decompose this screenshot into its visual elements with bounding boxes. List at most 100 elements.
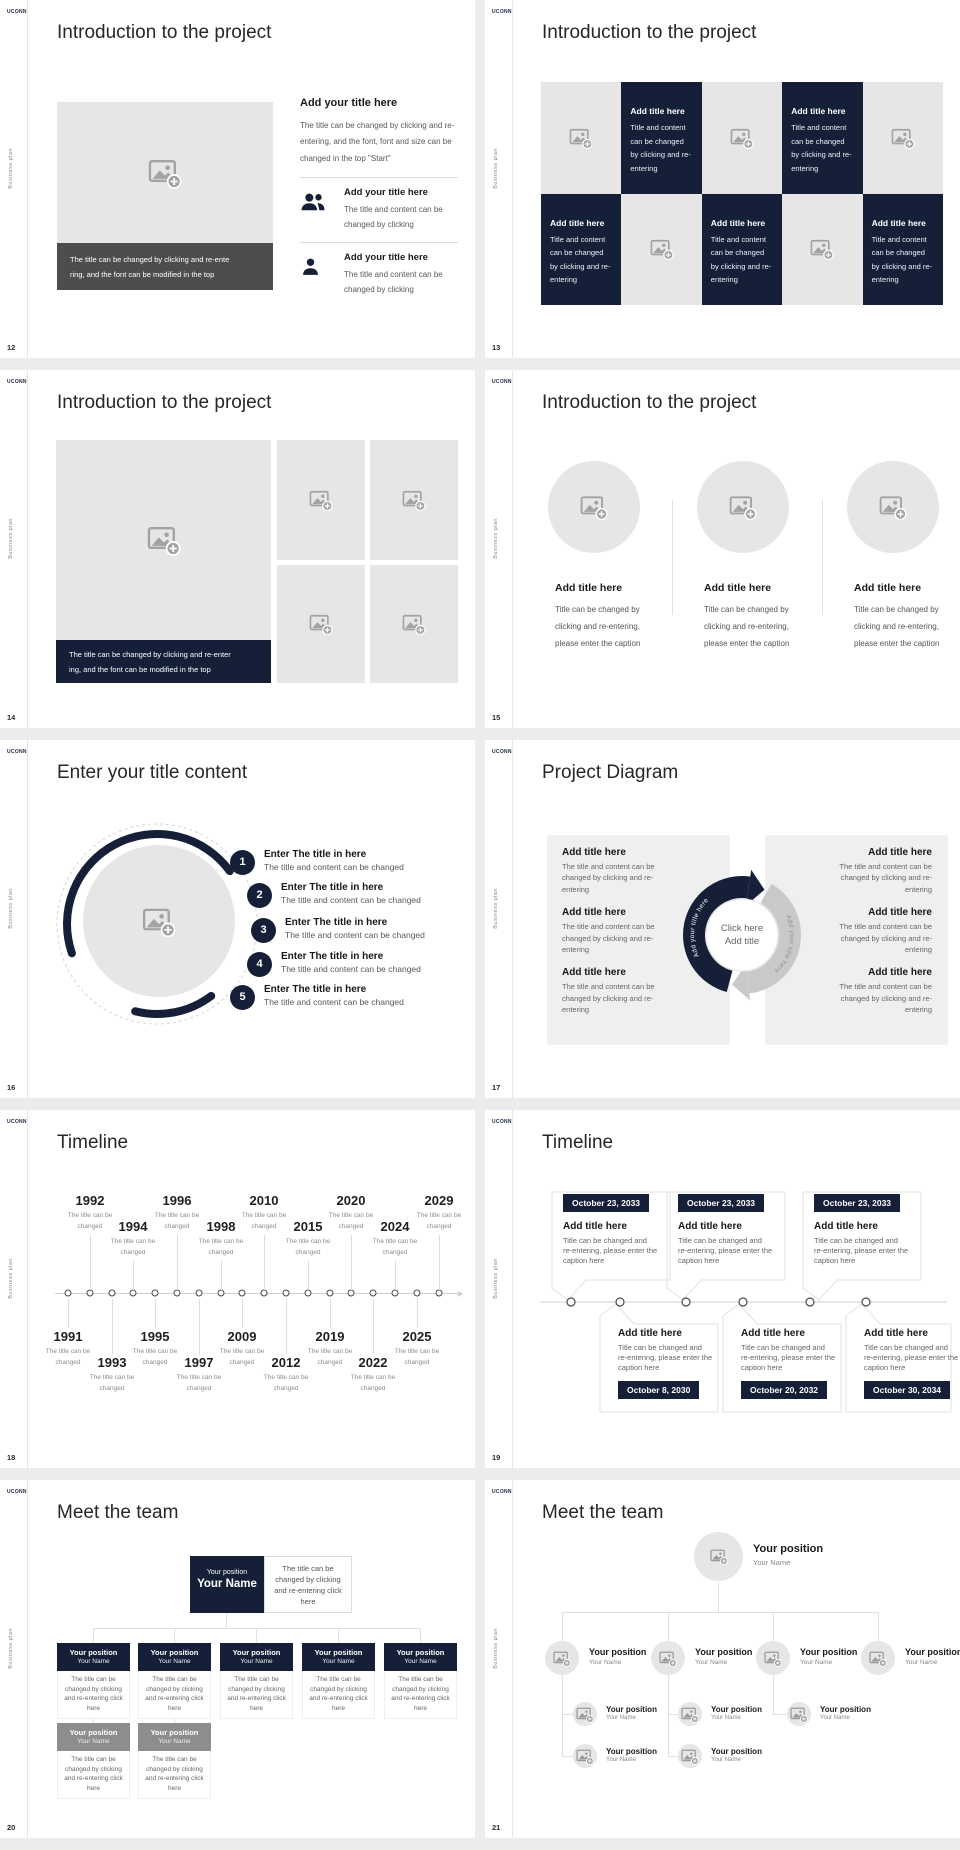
step-title: Enter The title in here	[264, 984, 367, 995]
avatar-placeholder	[545, 1641, 579, 1675]
image-placeholder-icon	[309, 489, 333, 511]
image-caption: The title can be changed by clicking and…	[57, 243, 273, 290]
sidebar-vertical-label: Business plan	[8, 148, 14, 189]
slide-21[interactable]: UCONN Business plan 21 Meet the team You…	[485, 1480, 960, 1838]
event-year: 2022	[358, 1355, 388, 1370]
slide-13[interactable]: UCONN Business plan 13 Introduction to t…	[485, 0, 960, 358]
slide-20[interactable]: UCONN Business plan 20 Meet the team You…	[0, 1480, 475, 1838]
intro-column: Add title here Title can be changed by c…	[847, 461, 957, 652]
org-member-box: Your position Your Name The title can be…	[57, 1723, 130, 1800]
sidebar-vertical-label: Business plan	[8, 1258, 14, 1299]
image-placeholder-icon	[402, 613, 426, 635]
team-labels: Your position Your Name	[695, 1647, 752, 1666]
avatar-placeholder	[756, 1641, 790, 1675]
slide-title: Project Diagram	[542, 762, 679, 783]
timeline-card-bottom: Add title here Title can be changed and …	[723, 1328, 843, 1399]
image-placeholder	[847, 461, 939, 553]
block-title: Add title here	[868, 847, 932, 858]
brand-logo: UCONN	[492, 379, 512, 385]
feature-title: Add your title here	[344, 252, 428, 263]
org-member-box: Your position Your Name The title can be…	[220, 1643, 293, 1720]
card-title: Add title here	[864, 1328, 928, 1339]
slide-number: 12	[7, 343, 16, 352]
slide-number: 18	[7, 1453, 16, 1462]
team-node: Your position Your Name	[787, 1702, 871, 1726]
connector-line	[668, 1756, 678, 1757]
timeline-tick	[151, 1289, 159, 1297]
slide-18[interactable]: UCONN Business plan 18 Timeline 1992 The…	[0, 1110, 475, 1468]
intro-column: Add title here Title can be changed by c…	[697, 461, 807, 652]
root-name: Your Name	[197, 1578, 257, 1590]
timeline-tick	[217, 1289, 225, 1297]
avatar-placeholder	[678, 1702, 702, 1726]
image-placeholder-icon	[764, 1650, 782, 1667]
grid-cell: Add title here Title and content can be …	[782, 82, 863, 194]
slide-12[interactable]: UCONN Business plan 12 Introduction to t…	[0, 0, 475, 358]
event-year: 2019	[315, 1329, 345, 1344]
timeline-event: 2015 The title can be changed	[282, 1220, 334, 1290]
event-year: 1997	[184, 1355, 214, 1370]
card-body: Title can be changed and re-entering, pl…	[864, 1343, 959, 1373]
image-placeholder-icon	[710, 1548, 728, 1565]
member-name: Your Name	[158, 1738, 191, 1745]
grid-cell	[701, 82, 783, 194]
member-position: Your position	[396, 1648, 445, 1657]
diagram-block: Add title here The title and content can…	[827, 847, 932, 895]
cell-title: Add title here	[550, 217, 605, 228]
slide-19[interactable]: UCONN Business plan 19 Timeline October …	[485, 1110, 960, 1468]
timeline-tick	[435, 1289, 443, 1297]
connector-line	[256, 1628, 257, 1643]
caption-line: The title can be changed by clicking and…	[69, 650, 231, 659]
timeline-card-bottom: Add title here Title can be changed and …	[600, 1328, 720, 1399]
timeline-event: 1998 The title can be changed	[195, 1220, 247, 1290]
timeline-event: 2022 The title can be changed	[347, 1299, 399, 1394]
block-title: Add title here	[562, 847, 626, 858]
org-member-box: Your position Your Name The title can be…	[138, 1723, 211, 1800]
event-caption: The title can be changed	[154, 1212, 200, 1230]
event-caption: The title can be changed	[45, 1348, 91, 1366]
intro-column: Add title here Title can be changed by c…	[548, 461, 658, 652]
timeline-tick	[238, 1289, 246, 1297]
team-position: Your position	[820, 1705, 871, 1714]
people-icon	[300, 191, 326, 213]
slide-16[interactable]: UCONN Business plan 16 Enter your title …	[0, 740, 475, 1098]
caption-line: The title can be changed by clicking and…	[70, 255, 230, 264]
brand-logo: UCONN	[7, 379, 27, 385]
slide-number: 15	[492, 713, 501, 722]
event-year: 1996	[162, 1193, 192, 1208]
slide-15[interactable]: UCONN Business plan 15 Introduction to t…	[485, 370, 960, 728]
card-body: Title can be changed and re-entering, pl…	[741, 1343, 836, 1373]
grid-cell: Add title here Title and content can be …	[862, 193, 943, 305]
block-title: Add title here	[562, 967, 626, 979]
block-title: Add title here	[868, 907, 932, 919]
team-position: Your position	[589, 1647, 647, 1657]
slide-17[interactable]: UCONN Business plan 17 Project Diagram A…	[485, 740, 960, 1098]
sidebar-vertical-label: Business plan	[8, 888, 14, 929]
diagram-block: Add title here The title and content can…	[562, 847, 667, 895]
team-name: Your Name	[606, 1757, 636, 1763]
timeline-event: 1992 The title can be changed	[64, 1194, 116, 1290]
slide-title: Enter your title content	[57, 762, 248, 783]
timeline-tick	[195, 1289, 203, 1297]
caption-line: ring, and the font can be modified in th…	[70, 270, 215, 279]
timeline-card-bottom: Add title here Title can be changed and …	[846, 1328, 960, 1399]
sidebar-divider	[27, 1110, 28, 1468]
team-node: Your position Your Name	[861, 1641, 960, 1675]
event-year: 2020	[336, 1193, 366, 1208]
slide-14[interactable]: UCONN Business plan 14 Introduction to t…	[0, 370, 475, 728]
block-body: The title and content can be changed by …	[562, 862, 655, 894]
timeline-event: 2019 The title can be changed	[304, 1299, 356, 1368]
center-line-2: Add title	[724, 936, 760, 947]
event-year: 2009	[227, 1329, 257, 1344]
grid-cell	[621, 193, 702, 305]
slide-number: 20	[7, 1823, 16, 1832]
brand-logo: UCONN	[7, 9, 27, 15]
cell-body: Title and content can be changed by clic…	[710, 234, 772, 285]
member-name: Your Name	[322, 1658, 355, 1665]
slide-title: Introduction to the project	[542, 392, 757, 413]
step-number-badge: 3	[251, 918, 276, 943]
timeline-tick	[173, 1289, 181, 1297]
sidebar-divider	[512, 1110, 513, 1468]
image-placeholder	[56, 440, 271, 640]
team-node: Your position Your Name	[678, 1744, 762, 1768]
